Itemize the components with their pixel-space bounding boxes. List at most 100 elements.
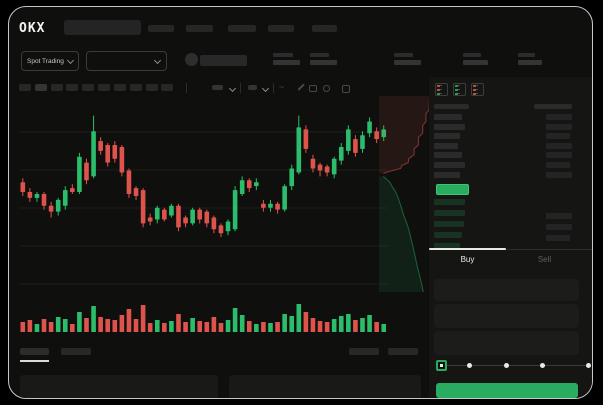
tab-sell[interactable]: Sell xyxy=(537,255,552,264)
ask-amount-placeholder[interactable] xyxy=(546,142,572,149)
bid-amount-placeholder[interactable] xyxy=(546,224,572,230)
last-price-badge[interactable] xyxy=(436,184,469,195)
bottom-tab[interactable] xyxy=(61,348,91,355)
stat-value-placeholder xyxy=(310,60,337,65)
stat-label-placeholder xyxy=(463,53,481,57)
timeframe-button[interactable] xyxy=(19,84,31,91)
timeframe-button[interactable] xyxy=(146,84,158,91)
amount-slider-track[interactable] xyxy=(438,365,588,366)
pair-name-placeholder xyxy=(200,55,247,66)
market-type-selector[interactable]: Spot Trading xyxy=(21,51,79,71)
fullscreen-expand-icon[interactable] xyxy=(342,85,350,93)
nav-item-placeholder[interactable] xyxy=(186,25,213,32)
toolbar-divider xyxy=(186,83,187,93)
stat-label-placeholder xyxy=(394,53,413,57)
volume-chart xyxy=(19,303,387,332)
candlestick-chart[interactable] xyxy=(19,96,387,292)
coin-icon xyxy=(185,53,198,66)
bottom-tab-active[interactable] xyxy=(20,348,49,355)
toolbar-divider xyxy=(273,83,274,93)
depth-svg xyxy=(379,95,434,293)
timeframe-button[interactable] xyxy=(114,84,126,91)
bid-price-placeholder[interactable] xyxy=(434,232,462,238)
ask-price-placeholder[interactable] xyxy=(434,114,462,120)
interval-selector[interactable] xyxy=(212,85,223,90)
timeframe-button[interactable] xyxy=(51,84,63,91)
nav-item-placeholder[interactable] xyxy=(148,25,174,32)
orderbook-view-bids-icon[interactable] xyxy=(453,83,466,96)
ask-amount-placeholder[interactable] xyxy=(546,152,572,159)
indicator-icon[interactable]: ~ xyxy=(279,82,285,92)
chevron-down-icon[interactable] xyxy=(261,84,270,93)
ask-price-placeholder[interactable] xyxy=(434,123,465,130)
ask-amount-placeholder[interactable] xyxy=(546,123,572,130)
stat-label-placeholder xyxy=(273,53,293,57)
timeframe-button[interactable] xyxy=(66,84,78,91)
ask-price-placeholder[interactable] xyxy=(434,171,460,178)
timeframe-button[interactable] xyxy=(82,84,94,91)
stat-label-placeholder xyxy=(310,53,329,57)
ask-amount-placeholder[interactable] xyxy=(546,114,572,120)
orderbook-view-both-icon[interactable] xyxy=(435,83,448,96)
price-input[interactable] xyxy=(434,279,579,301)
bid-amount-placeholder[interactable] xyxy=(546,213,572,219)
stat-value-placeholder xyxy=(273,60,300,65)
ask-amount-placeholder[interactable] xyxy=(546,162,570,168)
ask-amount-placeholder[interactable] xyxy=(546,171,572,178)
tab-buy[interactable]: Buy xyxy=(460,255,475,264)
timeframe-button[interactable] xyxy=(98,84,110,91)
ask-price-placeholder[interactable] xyxy=(434,133,460,140)
slider-stop-dot[interactable] xyxy=(585,363,591,368)
slider-stop-dot[interactable] xyxy=(466,363,472,368)
history-clock-icon[interactable] xyxy=(323,85,330,92)
bid-amount-placeholder[interactable] xyxy=(546,235,570,241)
app-window: OKX Spot Trading ~ xyxy=(8,6,593,399)
total-input[interactable] xyxy=(434,331,579,355)
search-input[interactable] xyxy=(64,20,141,35)
bid-price-placeholder[interactable] xyxy=(434,243,460,249)
slider-stop-dot[interactable] xyxy=(539,363,545,368)
chevron-down-icon[interactable] xyxy=(228,84,237,93)
ask-amount-placeholder[interactable] xyxy=(546,133,570,140)
bid-price-placeholder[interactable] xyxy=(434,210,465,216)
depth-chart[interactable] xyxy=(379,95,434,293)
orderbook-view-asks-icon[interactable] xyxy=(471,83,484,96)
pair-selector[interactable] xyxy=(86,51,167,71)
buy-submit-button[interactable] xyxy=(436,383,578,398)
active-tab-indicator xyxy=(429,248,506,250)
timeframe-button[interactable] xyxy=(161,84,173,91)
bottom-tab-underline xyxy=(20,360,49,362)
bottom-toolbar-item[interactable] xyxy=(349,348,379,355)
amount-input[interactable] xyxy=(434,304,579,328)
nav-item-placeholder[interactable] xyxy=(312,25,337,32)
stat-value-placeholder xyxy=(463,60,488,65)
orders-panel-placeholder xyxy=(20,375,218,398)
tabs-divider xyxy=(429,249,592,250)
ask-price-placeholder[interactable] xyxy=(434,152,462,159)
chart-style-selector[interactable] xyxy=(248,85,257,90)
screenshot-camera-icon[interactable] xyxy=(309,85,317,92)
chevron-down-icon xyxy=(66,56,75,64)
timeframe-button[interactable] xyxy=(130,84,142,91)
orderbook-trade-panel: Buy Sell xyxy=(429,77,592,398)
slider-stop-dot[interactable] xyxy=(503,363,509,368)
slider-handle[interactable] xyxy=(436,360,447,371)
bid-price-placeholder[interactable] xyxy=(434,199,465,205)
chevron-down-icon xyxy=(153,56,162,64)
okx-logo: OKX xyxy=(19,21,46,36)
draw-pencil-icon[interactable] xyxy=(295,83,305,93)
positions-panel-placeholder xyxy=(229,375,421,398)
nav-item-placeholder[interactable] xyxy=(268,25,294,32)
ask-price-placeholder[interactable] xyxy=(434,162,465,168)
market-type-label: Spot Trading xyxy=(27,57,64,65)
nav-item-placeholder[interactable] xyxy=(228,25,256,32)
bottom-toolbar-item[interactable] xyxy=(388,348,418,355)
volume-svg xyxy=(20,304,387,332)
timeframe-button[interactable] xyxy=(35,84,47,91)
bid-price-placeholder[interactable] xyxy=(434,221,464,227)
ask-price-placeholder[interactable] xyxy=(434,142,458,149)
orderbook-price-header xyxy=(434,104,469,109)
candles-svg xyxy=(19,115,387,285)
slider-handle-dot xyxy=(440,364,443,367)
